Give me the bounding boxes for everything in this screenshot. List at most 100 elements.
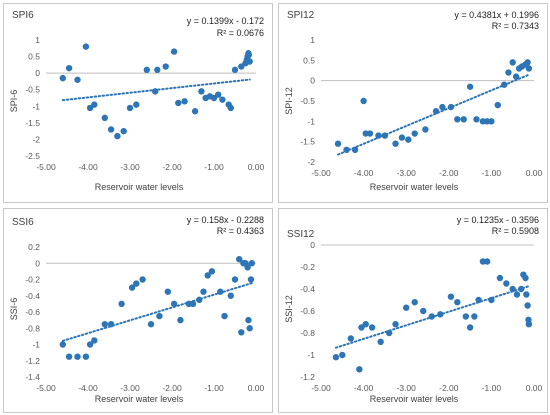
y-tick-label: 0 xyxy=(35,258,40,268)
data-point xyxy=(221,312,228,320)
data-point xyxy=(347,335,355,342)
x-tick-label: -1.00 xyxy=(482,168,502,178)
data-point xyxy=(244,264,251,271)
x-tick-label: 0.00 xyxy=(526,383,543,393)
data-point xyxy=(366,130,374,137)
data-point xyxy=(133,101,140,108)
x-tick-label: -1.00 xyxy=(204,162,224,172)
y-tick-label: -0.4 xyxy=(25,291,40,301)
data-point xyxy=(128,284,136,291)
data-point xyxy=(488,296,495,304)
data-point xyxy=(392,321,399,328)
data-point xyxy=(215,91,222,98)
data-point xyxy=(377,338,384,345)
chart-panel-ssi6: -1.4 -1.2 -1 -0.8 -0.6 -0.4 -0.2 0 0.2 -5.00 -4.00… xyxy=(3,208,273,413)
data-point xyxy=(398,134,406,141)
data-point xyxy=(181,98,188,105)
data-point xyxy=(362,321,369,328)
x-tick-label: -5.00 xyxy=(36,383,56,393)
y-tick-label: -0.2 xyxy=(25,275,40,285)
data-point xyxy=(524,302,531,309)
data-point xyxy=(432,107,440,115)
data-point xyxy=(375,132,382,139)
data-point xyxy=(245,51,253,59)
data-point xyxy=(385,329,393,337)
data-point xyxy=(82,353,90,360)
plot-ssi6: -1.4 -1.2 -1 -0.8 -0.6 -0.4 -0.2 0 0.2 -5.00 -4.00… xyxy=(25,242,264,393)
data-point xyxy=(339,351,346,359)
data-point xyxy=(496,274,504,282)
data-point xyxy=(471,313,478,320)
trendline-equation: y = 0.1235x - 0.3596 xyxy=(456,215,539,225)
data-point xyxy=(494,101,501,109)
x-tick-label: -3.00 xyxy=(397,168,417,178)
data-point xyxy=(82,43,90,50)
x-tick-label: 0.00 xyxy=(248,162,265,172)
data-point xyxy=(524,59,531,66)
data-point xyxy=(91,101,98,108)
data-point xyxy=(175,99,182,107)
data-point xyxy=(91,337,98,344)
x-tick-label: -1.00 xyxy=(482,383,502,393)
trendline-equation: y = 0.158x - 0.2288 xyxy=(186,215,264,225)
data-point xyxy=(512,73,520,80)
data-point xyxy=(217,288,224,295)
trendline-equation: y = 0.1399x - 0.172 xyxy=(186,16,264,26)
data-point xyxy=(65,64,73,72)
data-point xyxy=(381,132,389,139)
x-tick-label: -2.00 xyxy=(439,168,459,178)
data-point xyxy=(74,76,81,83)
chart-title: SPI12 xyxy=(287,10,315,21)
data-point xyxy=(483,258,491,265)
data-point xyxy=(152,88,159,95)
x-tick-label: -5.00 xyxy=(311,383,331,393)
data-point xyxy=(509,59,516,66)
data-point xyxy=(59,341,66,348)
data-point xyxy=(525,65,533,72)
y-tick-label: -0.6 xyxy=(300,306,315,316)
data-point xyxy=(196,296,203,304)
x-tick-label: -2.00 xyxy=(162,383,182,393)
y-tick-label: 0 xyxy=(310,76,315,86)
y-tick-label: -2.5 xyxy=(25,151,40,161)
data-point xyxy=(343,146,350,153)
x-tick-label: -4.00 xyxy=(354,383,374,393)
r-squared-label: R² = 0.7343 xyxy=(491,21,539,31)
y-tick-label: -1.2 xyxy=(300,372,315,382)
data-point xyxy=(462,313,470,320)
x-tick-label: -3.00 xyxy=(397,383,417,393)
data-point xyxy=(246,58,253,65)
data-point xyxy=(523,291,530,298)
data-point xyxy=(403,304,410,311)
data-point xyxy=(154,66,161,74)
y-tick-label: 1 xyxy=(310,35,315,45)
data-point xyxy=(473,116,480,123)
data-point xyxy=(454,299,461,306)
data-point xyxy=(191,108,199,115)
y-tick-label: -1 xyxy=(32,101,40,111)
x-tick-label: -3.00 xyxy=(120,383,140,393)
data-point xyxy=(420,307,427,315)
y-tick-label: -0.5 xyxy=(300,96,315,106)
y-tick-label: -0.6 xyxy=(25,307,40,317)
x-tick-label: -1.00 xyxy=(204,383,224,393)
y-axis-label: SPI-12 xyxy=(284,87,294,115)
data-point xyxy=(356,366,363,373)
data-point xyxy=(143,66,150,74)
x-tick-label: -2.00 xyxy=(162,162,182,172)
data-point xyxy=(189,300,197,308)
y-tick-label: -2 xyxy=(32,134,40,144)
data-point xyxy=(411,130,418,137)
data-point xyxy=(332,354,340,361)
data-point xyxy=(204,272,211,279)
data-point xyxy=(231,276,239,283)
data-point xyxy=(522,274,529,282)
y-tick-label: -0.8 xyxy=(300,328,315,338)
r-squared-label: R² = 0.4363 xyxy=(216,226,264,236)
chart-panel-ssi12: -1.2 -1 -0.8 -0.6 -0.4 -0.2 0 -5.00 -4.00 -3.00 -2… xyxy=(278,208,548,413)
data-point xyxy=(246,325,253,332)
data-point xyxy=(114,132,121,140)
data-point xyxy=(428,313,435,320)
data-point xyxy=(334,140,342,147)
